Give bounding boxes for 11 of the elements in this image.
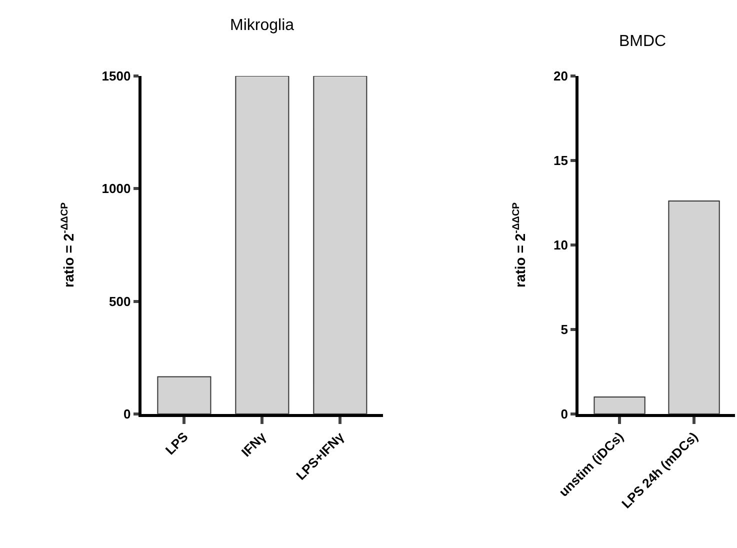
chart-title: BMDC (619, 33, 666, 50)
y-tick-label: 5 (560, 322, 568, 337)
y-tick-label: 0 (560, 406, 568, 422)
y-tick-label: 10 (554, 238, 568, 253)
y-tick-label: 15 (554, 153, 568, 168)
y-tick-label: 20 (554, 68, 568, 84)
y-tick-label: 1000 (102, 181, 131, 196)
chart-title: Mikroglia (230, 17, 294, 34)
y-tick-label: 1500 (102, 68, 131, 84)
y-tick-label: 0 (123, 406, 131, 422)
y-tick-label: 500 (109, 294, 131, 309)
